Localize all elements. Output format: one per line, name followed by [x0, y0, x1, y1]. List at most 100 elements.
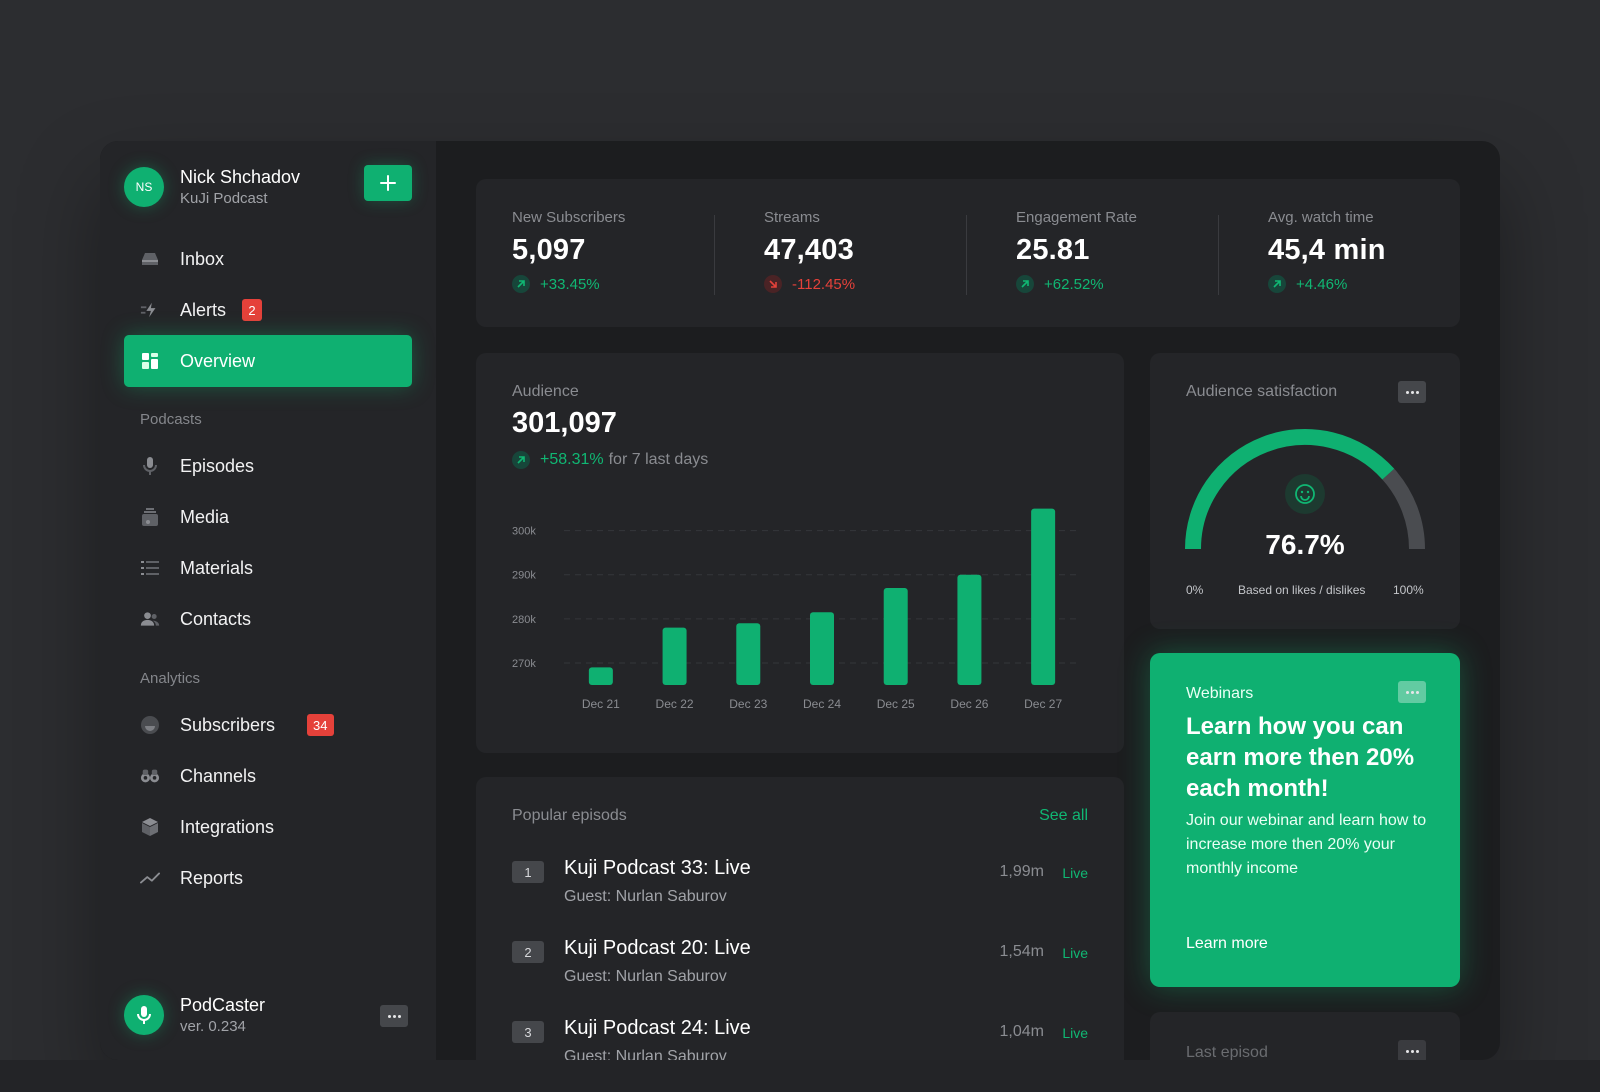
audience-delta: +58.31% for 7 last days — [512, 451, 708, 469]
sidebar-item-label: Channels — [180, 765, 257, 786]
episode-status: Live — [1062, 945, 1088, 961]
episode-row[interactable]: 2 Kuji Podcast 20: Live Guest: Nurlan Sa… — [512, 935, 1088, 995]
sidebar-item-label: Subscribers — [180, 714, 276, 735]
episode-row[interactable]: 3 Kuji Podcast 24: Live Guest: Nurlan Sa… — [512, 1015, 1088, 1060]
arrow-up-right-icon — [512, 275, 530, 293]
sidebar-item-media[interactable]: Media — [124, 491, 412, 543]
profile-name: Nick Shchadov — [180, 167, 301, 187]
stat-avg-watch-time: Avg. watch time 45,4 min +4.46% — [1268, 209, 1468, 293]
see-all-link[interactable]: See all — [1039, 807, 1088, 824]
plus-icon — [380, 175, 396, 191]
stat-delta-value: +33.45% — [540, 275, 600, 293]
bar-dec-22[interactable] — [662, 627, 687, 685]
episode-row[interactable]: 1 Kuji Podcast 33: Live Guest: Nurlan Sa… — [512, 855, 1088, 915]
section-podcasts: Podcasts — [140, 411, 202, 428]
satisfaction-title: Audience satisfaction — [1186, 383, 1338, 400]
subscribers-badge: 34 — [307, 714, 334, 736]
profile[interactable]: NS Nick Shchadov KuJi Podcast — [124, 165, 412, 211]
sidebar-item-label: Materials — [180, 557, 254, 578]
sidebar: NS Nick Shchadov KuJi Podcast Inbox Aler… — [100, 141, 436, 1060]
last-episode-menu-button[interactable] — [1398, 1040, 1426, 1060]
sidebar-item-channels[interactable]: Channels — [124, 750, 412, 802]
episode-status: Live — [1062, 865, 1088, 881]
y-tick-label: 270k — [512, 658, 536, 670]
sidebar-item-episodes[interactable]: Episodes — [124, 440, 412, 492]
app-name: PodCaster — [180, 995, 266, 1015]
app-version: ver. 0.234 — [180, 1018, 246, 1035]
webinar-card: Webinars Learn how you can earn more the… — [1150, 653, 1460, 987]
satisfaction-gauge — [1185, 429, 1425, 550]
learn-more-link[interactable]: Learn more — [1186, 935, 1268, 952]
satisfaction-menu-button[interactable] — [1398, 381, 1426, 403]
gauge-note: Based on likes / dislikes — [1238, 583, 1366, 597]
gauge-fill — [1185, 429, 1395, 550]
stat-title: Engagement Rate — [1016, 209, 1137, 226]
bar-dec-24[interactable] — [810, 612, 834, 685]
x-tick-label: Dec 23 — [729, 697, 767, 711]
episode-guest: Guest: Nurlan Saburov — [564, 968, 727, 985]
media-icon — [140, 507, 160, 527]
episode-title[interactable]: Kuji Podcast 24: Live — [564, 1017, 751, 1039]
app-menu-button[interactable] — [380, 1005, 408, 1027]
episode-plays: 1,99m — [999, 863, 1044, 880]
episode-status: Live — [1062, 1025, 1088, 1041]
arrow-up-right-icon — [1268, 275, 1286, 293]
episode-rank: 3 — [512, 1021, 544, 1043]
sidebar-item-label: Reports — [180, 867, 244, 888]
sidebar-item-label: Overview — [180, 350, 256, 371]
sidebar-item-integrations[interactable]: Integrations — [124, 801, 412, 853]
x-tick-label: Dec 25 — [877, 697, 915, 711]
stat-streams: Streams 47,403 -112.45% — [764, 209, 964, 293]
sidebar-item-inbox[interactable]: Inbox — [124, 233, 412, 285]
stat-delta: +4.46% — [1268, 275, 1468, 293]
sidebar-item-materials[interactable]: Materials — [124, 542, 412, 594]
webinar-tag: Webinars — [1186, 685, 1254, 702]
last-episode-title: Last episod — [1186, 1044, 1268, 1060]
episode-title[interactable]: Kuji Podcast 33: Live — [564, 857, 751, 879]
bar-dec-27[interactable] — [1031, 508, 1056, 685]
list-icon — [140, 558, 160, 578]
sidebar-item-contacts[interactable]: Contacts — [124, 593, 412, 645]
divider — [1218, 215, 1219, 295]
sidebar-item-subscribers[interactable]: Subscribers 34 — [124, 699, 412, 751]
sidebar-item-label: Episodes — [180, 455, 255, 476]
app-footer: PodCaster ver. 0.234 — [124, 995, 412, 1039]
sidebar-item-overview[interactable]: Overview — [124, 335, 412, 387]
stat-title: New Subscribers — [512, 209, 626, 226]
alerts-badge: 2 — [242, 299, 263, 321]
last-episode-card: Last episod — [1150, 1012, 1460, 1060]
stat-delta: +33.45% — [512, 275, 712, 293]
section-analytics: Analytics — [140, 670, 201, 687]
sidebar-item-label: Media — [180, 506, 230, 527]
stat-delta-value: -112.45% — [792, 275, 856, 293]
app-logo — [124, 995, 164, 1035]
audience-bar-chart: 270k 280k 290k 300k Dec 21 Dec 22 Dec 23 Dec 24… — [512, 508, 1080, 711]
stat-delta-value: +62.52% — [1044, 275, 1104, 293]
arrow-up-right-icon — [512, 451, 530, 469]
webinar-title: Learn how you can earn more then 20% eac… — [1186, 713, 1415, 802]
episode-title[interactable]: Kuji Podcast 20: Live — [564, 937, 751, 959]
stat-title: Avg. watch time — [1268, 209, 1374, 226]
binoculars-icon — [140, 766, 160, 786]
stats-card: New Subscribers 5,097 +33.45% Streams 47… — [476, 179, 1460, 327]
app-window: NS Nick Shchadov KuJi Podcast Inbox Aler… — [100, 141, 1500, 1060]
sidebar-item-label: Integrations — [180, 816, 275, 837]
contacts-icon — [140, 609, 160, 629]
page-bottom-edge — [0, 1060, 1600, 1092]
webinar-menu-button[interactable] — [1398, 681, 1426, 703]
bar-dec-21[interactable] — [588, 667, 613, 685]
bar-dec-25[interactable] — [883, 587, 908, 685]
arrow-up-right-icon — [1016, 275, 1034, 293]
divider — [714, 215, 715, 295]
bar-dec-23[interactable] — [736, 623, 761, 685]
stat-delta: +62.52% — [1016, 275, 1216, 293]
bar-dec-26[interactable] — [957, 574, 982, 685]
sidebar-item-reports[interactable]: Reports — [124, 852, 412, 904]
episode-plays: 1,04m — [999, 1023, 1044, 1040]
webinar-description: Join our webinar and learn how to increa… — [1186, 812, 1427, 877]
popular-title: Popular episods — [512, 807, 627, 824]
avatar[interactable]: NS — [124, 167, 164, 207]
add-button[interactable] — [364, 165, 412, 201]
audience-delta-note: for 7 last days — [608, 451, 709, 468]
sidebar-item-alerts[interactable]: Alerts 2 — [124, 284, 412, 336]
